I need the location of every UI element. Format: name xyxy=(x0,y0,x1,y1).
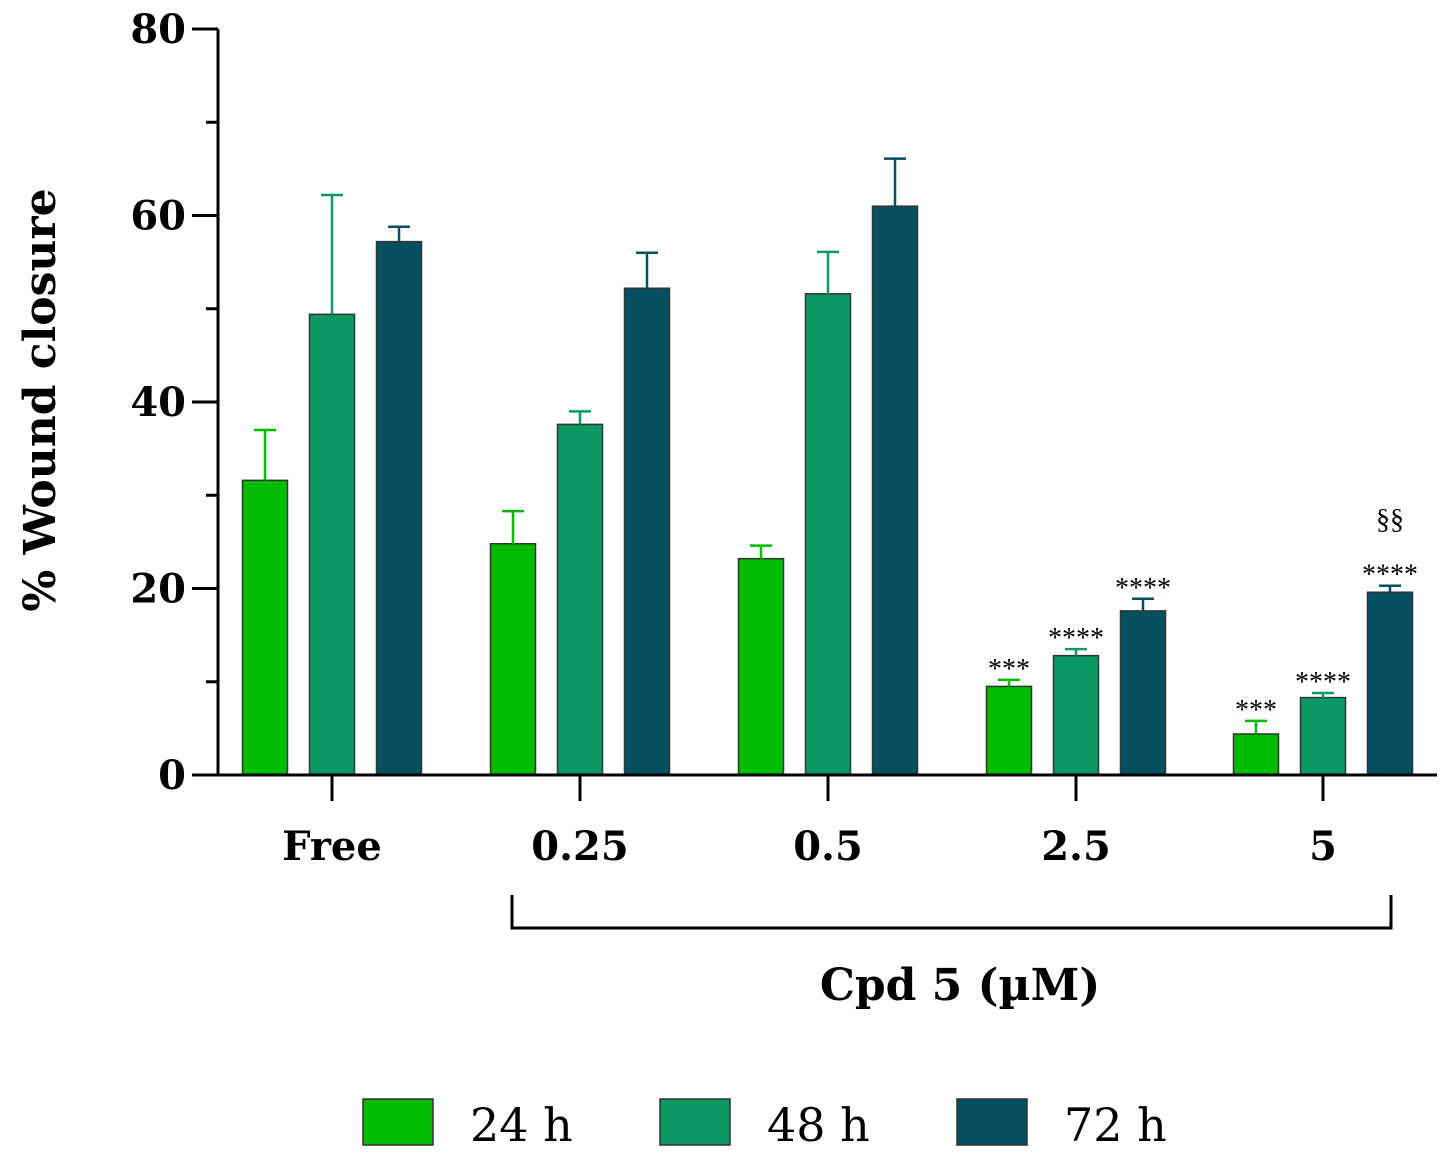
y-tick-label: 60 xyxy=(130,193,186,240)
bar xyxy=(1232,733,1280,776)
bar xyxy=(1299,696,1347,776)
bar xyxy=(804,293,852,776)
bar xyxy=(871,205,919,776)
category-label: 5 xyxy=(1309,823,1337,870)
significance-label: **** xyxy=(1048,623,1104,654)
significance-label: *** xyxy=(988,654,1030,685)
legend-swatch xyxy=(362,1098,434,1146)
y-axis-title: % Wound closure xyxy=(15,188,66,611)
bar xyxy=(241,479,289,776)
category-label: 0.5 xyxy=(793,823,863,870)
legend-label: 48 h xyxy=(767,1098,870,1152)
bar xyxy=(375,240,423,776)
ticks-layer xyxy=(192,27,1325,801)
category-label: 2.5 xyxy=(1041,823,1111,870)
y-tick-label: 80 xyxy=(130,6,186,53)
y-tick-label: 20 xyxy=(130,566,186,613)
significance-label: **** xyxy=(1362,560,1418,591)
y-tick-label: 0 xyxy=(158,752,186,799)
significance-label: §§ xyxy=(1376,505,1404,536)
bar xyxy=(1052,654,1100,776)
significance-label: **** xyxy=(1115,573,1171,604)
significance-label: *** xyxy=(1235,695,1277,726)
y-tick-label: 40 xyxy=(130,379,186,426)
bar xyxy=(623,287,671,776)
significance-label: **** xyxy=(1295,667,1351,698)
legend-swatch xyxy=(956,1098,1028,1146)
bar xyxy=(1366,591,1414,776)
x-axis-title: Cpd 5 (µM) xyxy=(820,960,1100,1011)
cpd-bracket xyxy=(510,895,1393,930)
bar xyxy=(1119,610,1167,776)
legend-label: 24 h xyxy=(470,1098,573,1152)
bar xyxy=(556,423,604,776)
bar xyxy=(489,542,537,776)
legend: 24 h 48 h 72 h xyxy=(362,1098,1167,1152)
category-label: 0.25 xyxy=(531,823,628,870)
bar xyxy=(308,313,356,776)
legend-label: 72 h xyxy=(1064,1098,1167,1152)
category-label: Free xyxy=(282,823,382,870)
bars-layer xyxy=(241,157,1414,776)
bar xyxy=(737,557,785,776)
legend-swatch xyxy=(659,1098,731,1146)
bar xyxy=(985,685,1033,776)
